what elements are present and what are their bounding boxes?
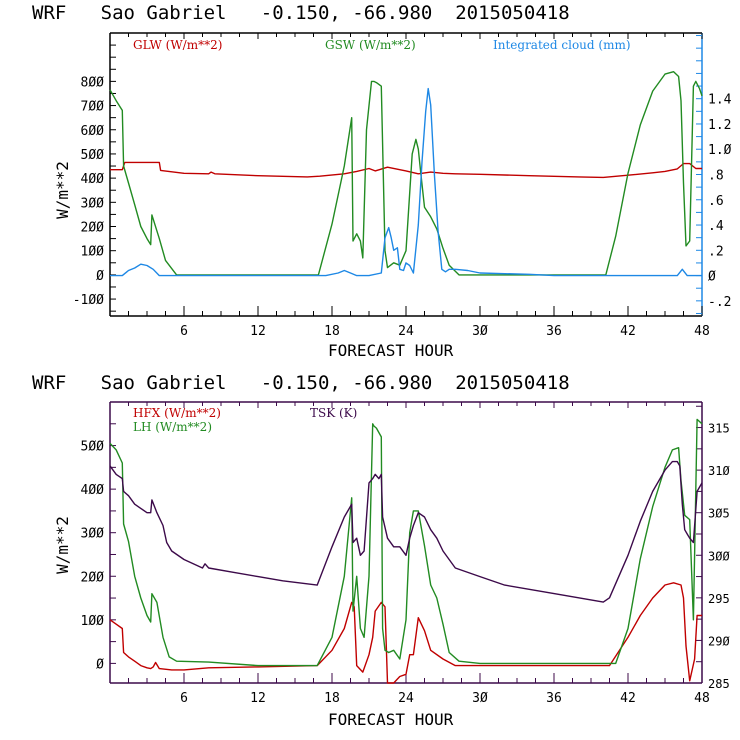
chart-top-title: WRF Sao Gabriel -0.150, -66.980 20150504…: [32, 2, 570, 24]
legend-hfx: HFX (W/m**2): [133, 406, 221, 420]
x-tick-label: 6: [180, 691, 188, 706]
x-tick-label: 3Ø: [472, 324, 488, 339]
y2-tick-label: 3ØØ: [708, 549, 730, 563]
y2-tick-label: 1.Ø: [708, 143, 732, 158]
y-tick-label: 1ØØ: [81, 245, 105, 260]
x-tick-label: 18: [324, 324, 340, 339]
legend-gsw: GSW (W/m**2): [325, 38, 416, 52]
legend-glw: GLW (W/m**2): [133, 38, 222, 52]
y2-tick-label: .2: [708, 244, 724, 259]
chart-bottom: WRF Sao Gabriel -0.150, -66.980 20150504…: [32, 372, 730, 729]
y2-tick-label: 3Ø5: [708, 507, 730, 521]
y2-tick-label: 1.4: [708, 93, 732, 108]
x-tick-label: 36: [546, 691, 562, 706]
y-tick-label: Ø: [96, 657, 104, 672]
legend-tsk: TSK (K): [310, 406, 357, 420]
y-tick-label: 3ØØ: [81, 196, 105, 211]
y2-tick-label: .4: [708, 219, 724, 234]
y2-tick-label: 285: [708, 677, 730, 691]
legend-lh: LH (W/m**2): [133, 420, 212, 434]
y-tick-label: 5ØØ: [81, 440, 105, 455]
chart-top-axes: 6 12 18 24 3Ø 36 42 48 -1ØØ Ø 1ØØ 2ØØ 3ØØ 4ØØ 5ØØ 6ØØ 7Ø…: [73, 32, 732, 339]
y-tick-label: 1ØØ: [81, 614, 105, 629]
series-line-glw: [110, 161, 702, 179]
y2-tick-label: 295: [708, 592, 730, 606]
chart-bottom-series: [109, 418, 703, 684]
x-tick-label: 12: [250, 324, 266, 339]
y-tick-label: 4ØØ: [81, 172, 105, 187]
y2-tick-label: .6: [708, 194, 724, 209]
chart-top-ylabel: W/m**2: [53, 161, 72, 219]
chart-bottom-title: WRF Sao Gabriel -0.150, -66.980 20150504…: [32, 372, 570, 394]
y-tick-label: -1ØØ: [73, 293, 104, 308]
y-tick-label: 3ØØ: [81, 527, 105, 542]
y-tick-label: 6ØØ: [81, 124, 105, 139]
series-line-integrated: [110, 87, 702, 277]
x-tick-label: 36: [546, 324, 562, 339]
y2-tick-label: 29Ø: [708, 634, 730, 648]
y-tick-label: 2ØØ: [81, 570, 105, 585]
y-tick-label: Ø: [96, 269, 104, 284]
series-line-tsk: [109, 460, 703, 603]
x-tick-label: 3Ø: [472, 691, 488, 706]
y2-tick-label: 31Ø: [708, 464, 730, 478]
y2-tick-label: 1.2: [708, 118, 731, 133]
y2-tick-label: -.2: [708, 295, 731, 310]
x-tick-label: 24: [398, 691, 414, 706]
y-tick-label: 4ØØ: [81, 483, 105, 498]
chart-bottom-xlabel: FORECAST HOUR: [328, 710, 454, 729]
series-line-hfx: [109, 582, 702, 684]
y2-tick-label: 315: [708, 422, 730, 436]
x-tick-label: 12: [250, 691, 266, 706]
y-tick-label: 5ØØ: [81, 148, 105, 163]
x-tick-label: 48: [694, 691, 710, 706]
x-tick-label: 48: [694, 324, 710, 339]
y2-tick-label: Ø: [708, 270, 716, 285]
y-tick-label: 8ØØ: [81, 75, 105, 90]
y-tick-label: 7ØØ: [81, 100, 105, 115]
x-tick-label: 18: [324, 691, 340, 706]
x-tick-label: 6: [180, 324, 188, 339]
series-line-gsw: [109, 70, 703, 276]
chart-top-series: [109, 70, 703, 277]
series-line-lh: [109, 418, 703, 667]
y-tick-label: 2ØØ: [81, 221, 105, 236]
x-tick-label: 42: [620, 691, 636, 706]
chart-bottom-axes: 6 12 18 24 3Ø 36 42 48 Ø 1ØØ 2ØØ 3ØØ 4ØØ 5ØØ 285 29Ø 295…: [81, 401, 730, 706]
x-tick-label: 24: [398, 324, 414, 339]
chart-top-xlabel: FORECAST HOUR: [328, 341, 454, 360]
x-tick-label: 42: [620, 324, 636, 339]
chart-bottom-ylabel: W/m**2: [53, 516, 72, 574]
chart-top: WRF Sao Gabriel -0.150, -66.980 20150504…: [32, 2, 732, 360]
y2-tick-label: .8: [708, 169, 724, 184]
legend-integrated-cloud: Integrated cloud (mm): [493, 38, 631, 52]
